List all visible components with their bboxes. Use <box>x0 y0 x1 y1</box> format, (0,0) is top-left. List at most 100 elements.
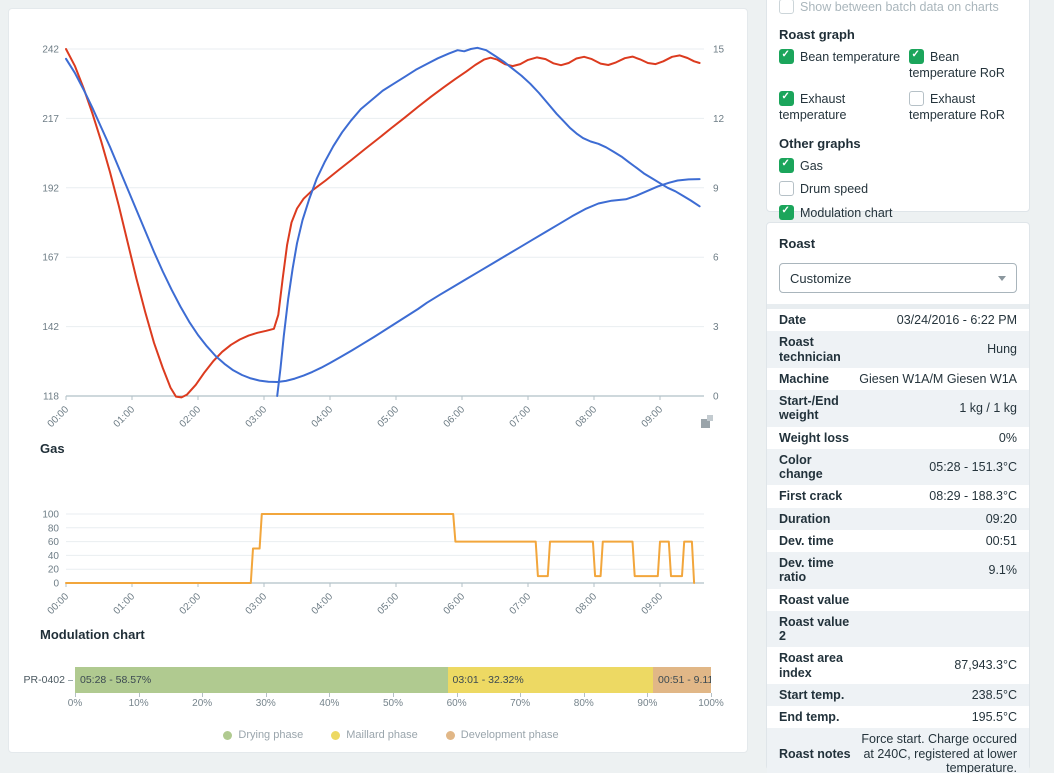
row-value: 09:20 <box>855 512 1017 526</box>
checkbox-exhaust-temperature[interactable]: Exhaust temperature <box>779 91 903 124</box>
svg-text:6: 6 <box>713 253 719 264</box>
row-value: Giesen W1A/M Giesen W1A <box>855 372 1017 386</box>
checkbox-checked-icon[interactable] <box>779 205 794 220</box>
other-graphs-checkbox-group: Gas Drum speed Modulation chart <box>779 158 1017 221</box>
svg-text:15: 15 <box>713 45 725 56</box>
svg-text:04:00: 04:00 <box>310 404 336 430</box>
phase-segment-label: 05:28 - 58.57% <box>75 674 151 686</box>
checkbox-label: Bean temperature <box>800 50 900 64</box>
dropdown-value: Customize <box>790 271 851 286</box>
modulation-chart: PR-0402 05:28 - 58.57%03:01 - 32.32%00:5… <box>21 667 711 711</box>
svg-text:03:00: 03:00 <box>244 591 270 617</box>
svg-text:05:00: 05:00 <box>376 404 402 430</box>
row-value: 0% <box>855 431 1017 445</box>
checkbox-gas[interactable]: Gas <box>779 158 1017 174</box>
roast-detail-row-roast-technician: Roast technicianHung <box>767 331 1029 368</box>
checkbox-modulation-chart[interactable]: Modulation chart <box>779 205 1017 221</box>
svg-text:06:00: 06:00 <box>442 404 468 430</box>
legend-dot-icon <box>331 731 340 740</box>
checkbox-unchecked-icon[interactable] <box>779 0 794 14</box>
checkbox-checked-icon[interactable] <box>779 158 794 173</box>
svg-text:09:00: 09:00 <box>640 591 666 617</box>
svg-text:03:00: 03:00 <box>244 404 270 430</box>
roast-graph-checkbox-group: Bean temperatureBean temperature RoRExha… <box>779 49 1017 123</box>
legend-item-maillard-phase[interactable]: Maillard phase <box>331 729 418 741</box>
row-label: First crack <box>779 489 855 503</box>
svg-text:100: 100 <box>42 510 59 521</box>
customize-dropdown[interactable]: Customize <box>779 263 1017 293</box>
legend-item-drying-phase[interactable]: Drying phase <box>223 729 303 741</box>
checkbox-checked-icon[interactable] <box>779 49 794 64</box>
svg-text:9: 9 <box>713 183 719 194</box>
phase-segment-label: 00:51 - 9.11% <box>653 674 711 686</box>
row-value: 238.5°C <box>855 688 1017 702</box>
gas-chart-title: Gas <box>40 441 65 456</box>
modulation-bar: 05:28 - 58.57% 03:01 - 32.32% 00:51 - 9.11… <box>75 667 711 693</box>
axis-tick-label: 60% <box>447 698 467 709</box>
row-value: 00:51 <box>855 534 1017 548</box>
svg-text:192: 192 <box>42 183 59 194</box>
checkbox-unchecked-icon[interactable] <box>779 181 794 196</box>
roast-panel-title: Roast <box>767 223 1029 261</box>
row-label: Dev. time ratio <box>779 556 855 585</box>
legend-dot-icon <box>446 731 455 740</box>
roast-detail-row-date: Date03/24/2016 - 6:22 PM <box>767 309 1029 331</box>
roast-detail-row-end-temp: End temp.195.5°C <box>767 706 1029 728</box>
roast-detail-row-roast-notes: Roast notesForce start. Charge occured a… <box>767 728 1029 773</box>
checkbox-checked-icon[interactable] <box>909 49 924 64</box>
axis-tick-label: 100% <box>698 698 724 709</box>
checkbox-bean-temperature-ror[interactable]: Bean temperature RoR <box>909 49 1017 82</box>
modulation-legend: Drying phase Maillard phase Development ph… <box>65 729 717 741</box>
row-value: 195.5°C <box>855 710 1017 724</box>
phase-segment-drying-phase[interactable]: 05:28 - 58.57% <box>75 667 448 693</box>
axis-tick-label: 30% <box>256 698 276 709</box>
axis-tick <box>520 693 521 697</box>
axis-tick <box>711 693 712 697</box>
axis-tick <box>457 693 458 697</box>
svg-text:0: 0 <box>53 579 59 590</box>
charts-card: 2421521712192916761423118000:0001:0002:0… <box>8 8 748 753</box>
phase-segment-maillard-phase[interactable]: 03:01 - 32.32% <box>448 667 654 693</box>
checkbox-exhaust-temperature-ror[interactable]: Exhaust temperature RoR <box>909 91 1017 124</box>
axis-tick-label: 90% <box>637 698 657 709</box>
modulation-row: PR-0402 05:28 - 58.57%03:01 - 32.32%00:5… <box>21 667 711 693</box>
show-between-batch-checkbox[interactable]: Show between batch data on charts <box>779 0 1017 14</box>
roast-detail-row-machine: MachineGiesen W1A/M Giesen W1A <box>767 368 1029 390</box>
axis-tick <box>75 693 76 697</box>
axis-tick-label: 80% <box>574 698 594 709</box>
checkbox-drum-speed[interactable]: Drum speed <box>779 181 1017 197</box>
roast-detail-row-start-end-weight: Start-/End weight1 kg / 1 kg <box>767 390 1029 427</box>
page: 2421521712192916761423118000:0001:0002:0… <box>0 0 1054 773</box>
svg-text:167: 167 <box>42 253 59 264</box>
legend-item-development-phase[interactable]: Development phase <box>446 729 559 741</box>
legend-label: Maillard phase <box>346 729 418 741</box>
axis-tick <box>647 693 648 697</box>
row-label: Start-/End weight <box>779 394 855 423</box>
other-graphs-group-title: Other graphs <box>779 136 1017 151</box>
amcharts-logo-icon[interactable] <box>699 413 717 431</box>
row-label: Roast area index <box>779 651 855 680</box>
row-label: Roast notes <box>779 747 855 761</box>
roast-detail-row-dev-time: Dev. time00:51 <box>767 530 1029 552</box>
roast-detail-row-start-temp: Start temp.238.5°C <box>767 684 1029 706</box>
svg-text:07:00: 07:00 <box>508 404 534 430</box>
graph-controls-panel: Show between batch data on charts Roast … <box>766 0 1030 212</box>
phase-segment-label: 03:01 - 32.32% <box>448 674 524 686</box>
svg-text:3: 3 <box>713 322 719 333</box>
checkbox-label: Drum speed <box>800 182 868 196</box>
checkbox-bean-temperature[interactable]: Bean temperature <box>779 49 903 82</box>
roast-detail-row-roast-value-2: Roast value 2 <box>767 611 1029 648</box>
checkbox-unchecked-icon[interactable] <box>909 91 924 106</box>
gas-chart[interactable]: 10080604020000:0001:0002:0003:0004:0005:… <box>18 485 740 625</box>
axis-tick-label: 70% <box>510 698 530 709</box>
svg-text:08:00: 08:00 <box>574 591 600 617</box>
row-label: Start temp. <box>779 688 855 702</box>
svg-text:01:00: 01:00 <box>112 404 138 430</box>
legend-label: Development phase <box>461 729 559 741</box>
checkbox-checked-icon[interactable] <box>779 91 794 106</box>
roast-graph-chart[interactable]: 2421521712192916761423118000:0001:0002:0… <box>18 11 740 431</box>
row-value: Force start. Charge occured at 240C, reg… <box>855 732 1017 773</box>
svg-text:02:00: 02:00 <box>178 404 204 430</box>
phase-segment-development-phase[interactable]: 00:51 - 9.11% <box>653 667 711 693</box>
svg-text:142: 142 <box>42 322 59 333</box>
